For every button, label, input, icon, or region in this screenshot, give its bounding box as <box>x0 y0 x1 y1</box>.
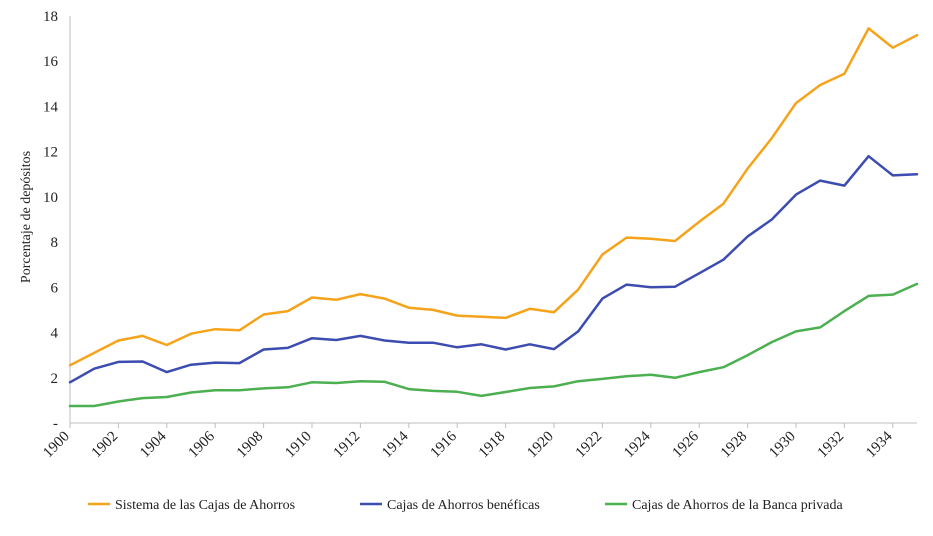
x-tick-label: 1912 <box>331 429 364 462</box>
series-line-1 <box>68 27 919 367</box>
axes <box>69 16 917 424</box>
x-tick-label: 1934 <box>863 428 896 461</box>
y-tick-label: 18 <box>43 9 58 25</box>
y-tick-label: 10 <box>43 190 58 206</box>
y-tick-label: - <box>53 416 58 432</box>
x-tick-label: 1926 <box>670 428 703 461</box>
series-line-2 <box>68 154 919 384</box>
y-tick-label: 14 <box>43 99 59 115</box>
x-tick-label: 1900 <box>40 429 73 462</box>
x-tick-label: 1902 <box>89 429 122 462</box>
x-tick-label: 1924 <box>621 428 654 461</box>
legend-label-1: Sistema de las Cajas de Ahorros <box>115 498 295 513</box>
x-tick-label: 1904 <box>137 428 170 461</box>
x-tick-label: 1922 <box>573 429 606 462</box>
y-tick-label: 16 <box>43 54 59 70</box>
y-axis-ticks: - 2 4 6 8 10 12 14 16 18 <box>43 9 59 432</box>
x-axis-ticks: 1900 1902 1904 1906 1908 1910 1912 1914 1916 1918… <box>40 423 896 461</box>
x-tick-label: 1918 <box>476 429 509 462</box>
y-tick-label: 8 <box>51 235 59 251</box>
x-tick-label: 1914 <box>379 428 412 461</box>
series-line-3 <box>68 282 919 408</box>
y-tick-label: 2 <box>51 371 59 387</box>
y-tick-label: 4 <box>51 326 59 342</box>
x-tick-label: 1908 <box>234 429 267 462</box>
x-tick-label: 1920 <box>524 429 557 462</box>
series-lines <box>68 27 919 408</box>
x-tick-label: 1928 <box>718 429 751 462</box>
y-tick-label: 6 <box>51 280 59 296</box>
x-tick-label: 1910 <box>282 429 315 462</box>
legend-label-3: Cajas de Ahorros de la Banca privada <box>632 498 843 513</box>
y-axis-label: Porcentaje de depósitos <box>19 151 34 283</box>
x-tick-label: 1916 <box>428 428 461 461</box>
x-tick-label: 1932 <box>815 429 848 462</box>
y-tick-label: 12 <box>43 145 58 161</box>
legend-label-2: Cajas de Ahorros benéficas <box>387 498 540 513</box>
legend: Sistema de las Cajas de Ahorros Cajas de … <box>88 498 843 513</box>
x-tick-label: 1930 <box>766 429 799 462</box>
x-tick-label: 1906 <box>186 428 219 461</box>
